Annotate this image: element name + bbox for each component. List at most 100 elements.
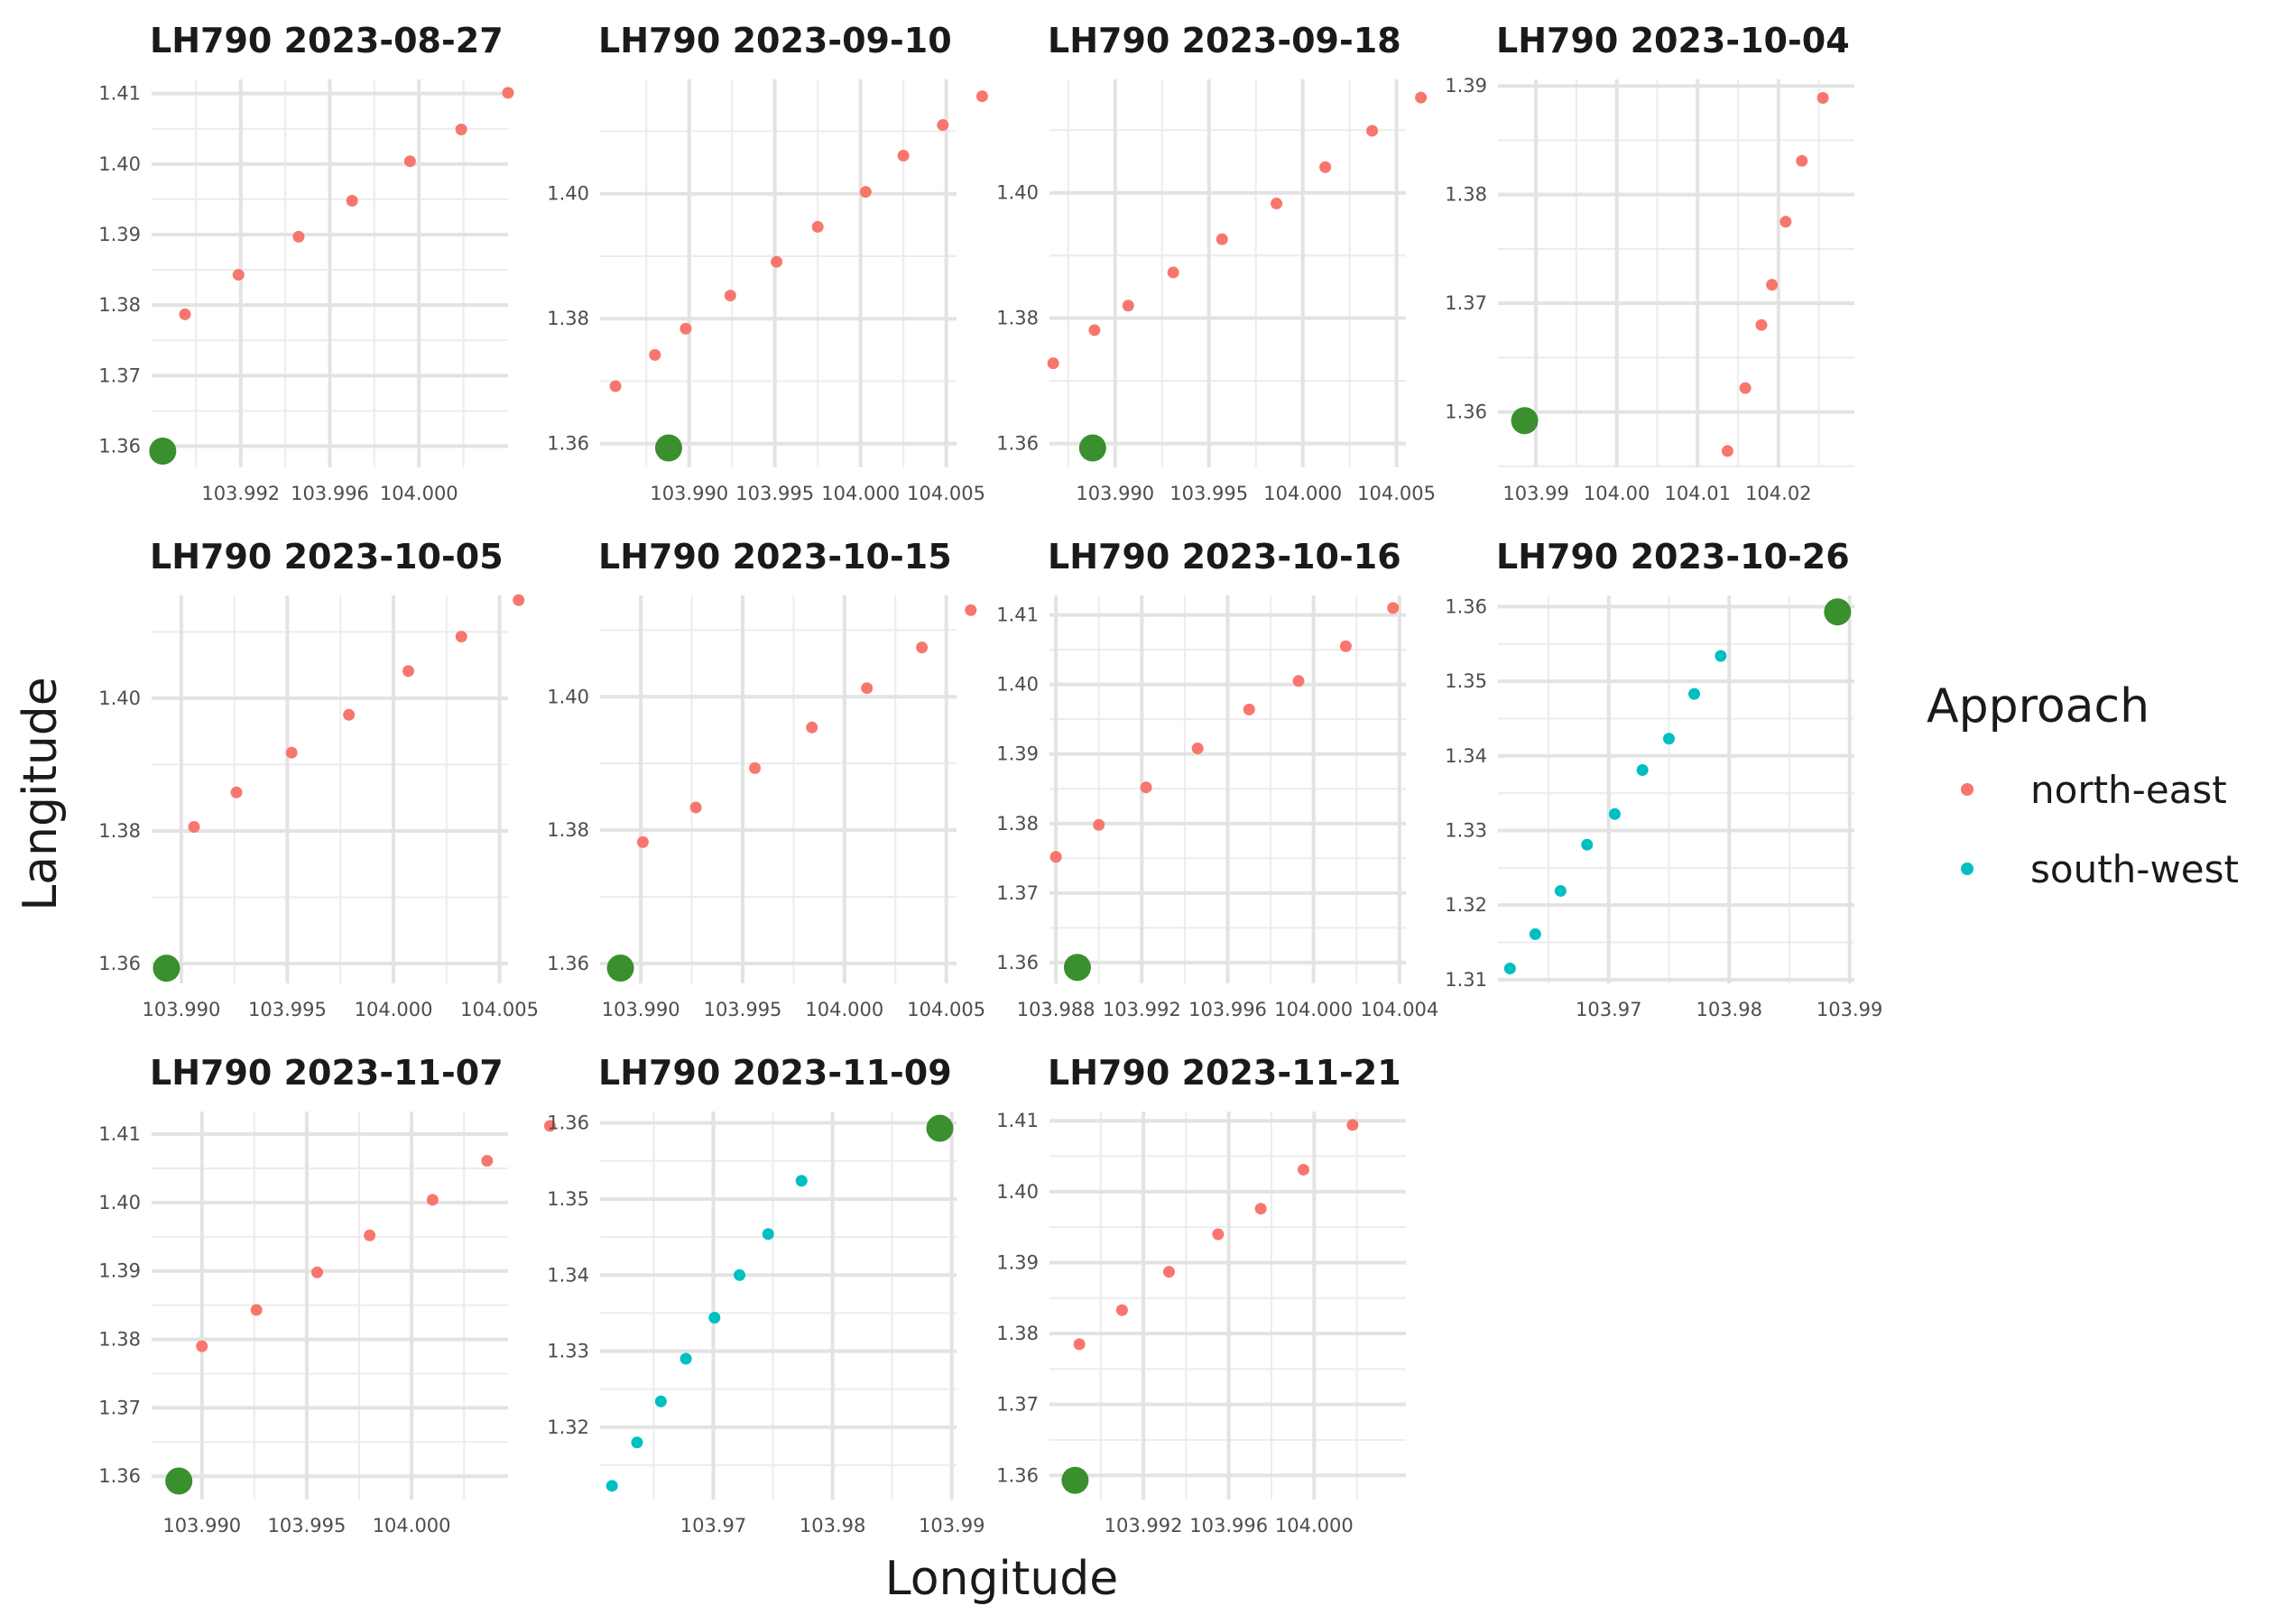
- reference-point: [1824, 598, 1852, 626]
- data-point-north-east: [749, 761, 762, 774]
- y-tick-label: 1.37: [1445, 292, 1487, 314]
- x-tick-label: 103.99: [1502, 483, 1568, 504]
- y-tick-label: 1.41: [996, 604, 1039, 626]
- legend-label: south-west: [2030, 847, 2239, 891]
- y-tick-label: 1.34: [1445, 745, 1487, 767]
- y-tick-label: 1.36: [996, 952, 1039, 973]
- y-tick-label: 1.36: [98, 1465, 141, 1487]
- reference-point: [165, 1467, 193, 1495]
- data-point-north-east: [937, 119, 949, 132]
- data-point-north-east: [343, 708, 356, 721]
- y-tick-label: 1.40: [547, 686, 589, 707]
- panel-title: LH790 2023-10-05: [150, 537, 504, 577]
- data-point-north-east: [455, 124, 467, 136]
- data-point-north-east: [426, 1194, 439, 1206]
- x-tick-label: 103.996: [1189, 1515, 1268, 1536]
- x-tick-label: 104.005: [907, 483, 985, 504]
- x-tick-label: 103.992: [1105, 1515, 1183, 1536]
- y-tick-label: 1.39: [98, 1260, 141, 1282]
- data-point-north-east: [1254, 1203, 1267, 1215]
- x-tick-label: 103.995: [248, 999, 327, 1020]
- x-tick-label: 104.000: [1274, 999, 1353, 1020]
- reference-point: [1061, 1466, 1089, 1494]
- reference-point: [1078, 434, 1106, 462]
- facet-panel: LH790 2023-08-27 103.992 103.996 104.000 1.3…: [98, 21, 514, 504]
- y-tick-label: 1.40: [98, 1192, 141, 1213]
- gridlines: [1049, 1112, 1406, 1499]
- data-point-north-east: [1093, 818, 1105, 831]
- data-point-north-east: [1212, 1228, 1225, 1241]
- data-point-north-east: [1115, 1304, 1128, 1316]
- data-point-north-east: [1216, 233, 1228, 245]
- x-tick-label: 103.992: [201, 483, 280, 504]
- data-point-north-east: [1049, 851, 1062, 863]
- x-tick-label: 104.00: [1584, 483, 1650, 504]
- y-tick-label: 1.36: [1445, 595, 1487, 617]
- legend: Approach north-east south-west: [1927, 679, 2239, 891]
- y-tick-label: 1.32: [547, 1416, 589, 1438]
- x-tick-label: 103.97: [680, 1515, 746, 1536]
- facet-panel: LH790 2023-11-21 103.992 103.996 104.000 1.3…: [996, 1053, 1406, 1536]
- data-point-north-east: [975, 90, 988, 103]
- data-point-north-east: [285, 746, 298, 759]
- x-tick-label: 104.000: [380, 483, 458, 504]
- data-point-north-east: [1755, 318, 1768, 331]
- data-point-north-east: [636, 835, 649, 848]
- data-point-north-east: [679, 322, 692, 335]
- data-point-north-east: [1796, 154, 1808, 167]
- data-point-north-east: [250, 1304, 263, 1316]
- data-point-north-east: [689, 801, 702, 814]
- data-point-north-east: [402, 665, 414, 678]
- x-tick-label: 104.004: [1360, 999, 1438, 1020]
- y-tick-label: 1.40: [996, 674, 1039, 696]
- panel-title: LH790 2023-11-07: [150, 1053, 504, 1093]
- reference-point: [149, 438, 177, 466]
- gridlines: [152, 595, 508, 983]
- x-tick-label: 103.995: [268, 1515, 347, 1536]
- data-point-north-east: [649, 348, 661, 361]
- x-tick-label: 104.000: [1263, 483, 1342, 504]
- data-point-north-east: [1779, 216, 1792, 228]
- gridlines: [152, 1112, 508, 1499]
- y-tick-label: 1.40: [98, 687, 141, 709]
- data-point-north-east: [1766, 279, 1779, 291]
- legend-title: Approach: [1927, 679, 2149, 734]
- y-tick-label: 1.31: [1445, 969, 1487, 991]
- data-point-south-west: [1581, 838, 1594, 851]
- data-point-north-east: [403, 155, 416, 168]
- y-tick-label: 1.32: [1445, 894, 1487, 916]
- facet-panel: LH790 2023-09-18 103.990 103.995 104.000 104…: [996, 21, 1436, 504]
- data-point-south-west: [1529, 927, 1541, 940]
- panel-title: LH790 2023-09-10: [598, 21, 952, 60]
- data-point-north-east: [1271, 198, 1283, 210]
- x-tick-label: 103.988: [1017, 999, 1095, 1020]
- data-point-north-east: [364, 1229, 376, 1241]
- data-point-north-east: [1739, 382, 1752, 394]
- data-point-south-west: [679, 1352, 692, 1365]
- facet-panel: LH790 2023-11-09 103.97 103.98 103.99 1.32 1.…: [547, 1053, 984, 1536]
- x-tick-label: 103.97: [1576, 999, 1641, 1020]
- data-point-north-east: [1816, 91, 1829, 104]
- gridlines: [600, 1112, 957, 1499]
- y-tick-label: 1.39: [98, 224, 141, 245]
- y-tick-label: 1.33: [547, 1341, 589, 1362]
- data-point-south-west: [1608, 807, 1621, 820]
- data-point-north-east: [1162, 1266, 1175, 1278]
- x-tick-label: 104.005: [907, 999, 985, 1020]
- data-point-north-east: [230, 786, 243, 798]
- y-tick-label: 1.38: [1445, 184, 1487, 206]
- x-tick-label: 103.996: [291, 483, 369, 504]
- data-point-north-east: [292, 230, 305, 243]
- data-point-north-east: [1387, 602, 1400, 614]
- y-tick-label: 1.39: [996, 1251, 1039, 1273]
- data-point-south-west: [1636, 764, 1649, 776]
- y-tick-label: 1.39: [996, 743, 1039, 765]
- x-tick-label: 104.02: [1745, 483, 1811, 504]
- data-point-south-west: [708, 1311, 721, 1324]
- y-tick-label: 1.38: [996, 1323, 1039, 1344]
- x-tick-label: 104.01: [1664, 483, 1730, 504]
- panel-title: LH790 2023-09-18: [1048, 21, 1401, 60]
- panel-title: LH790 2023-10-16: [1048, 537, 1401, 577]
- gridlines: [1498, 595, 1854, 983]
- data-point-north-east: [455, 631, 467, 643]
